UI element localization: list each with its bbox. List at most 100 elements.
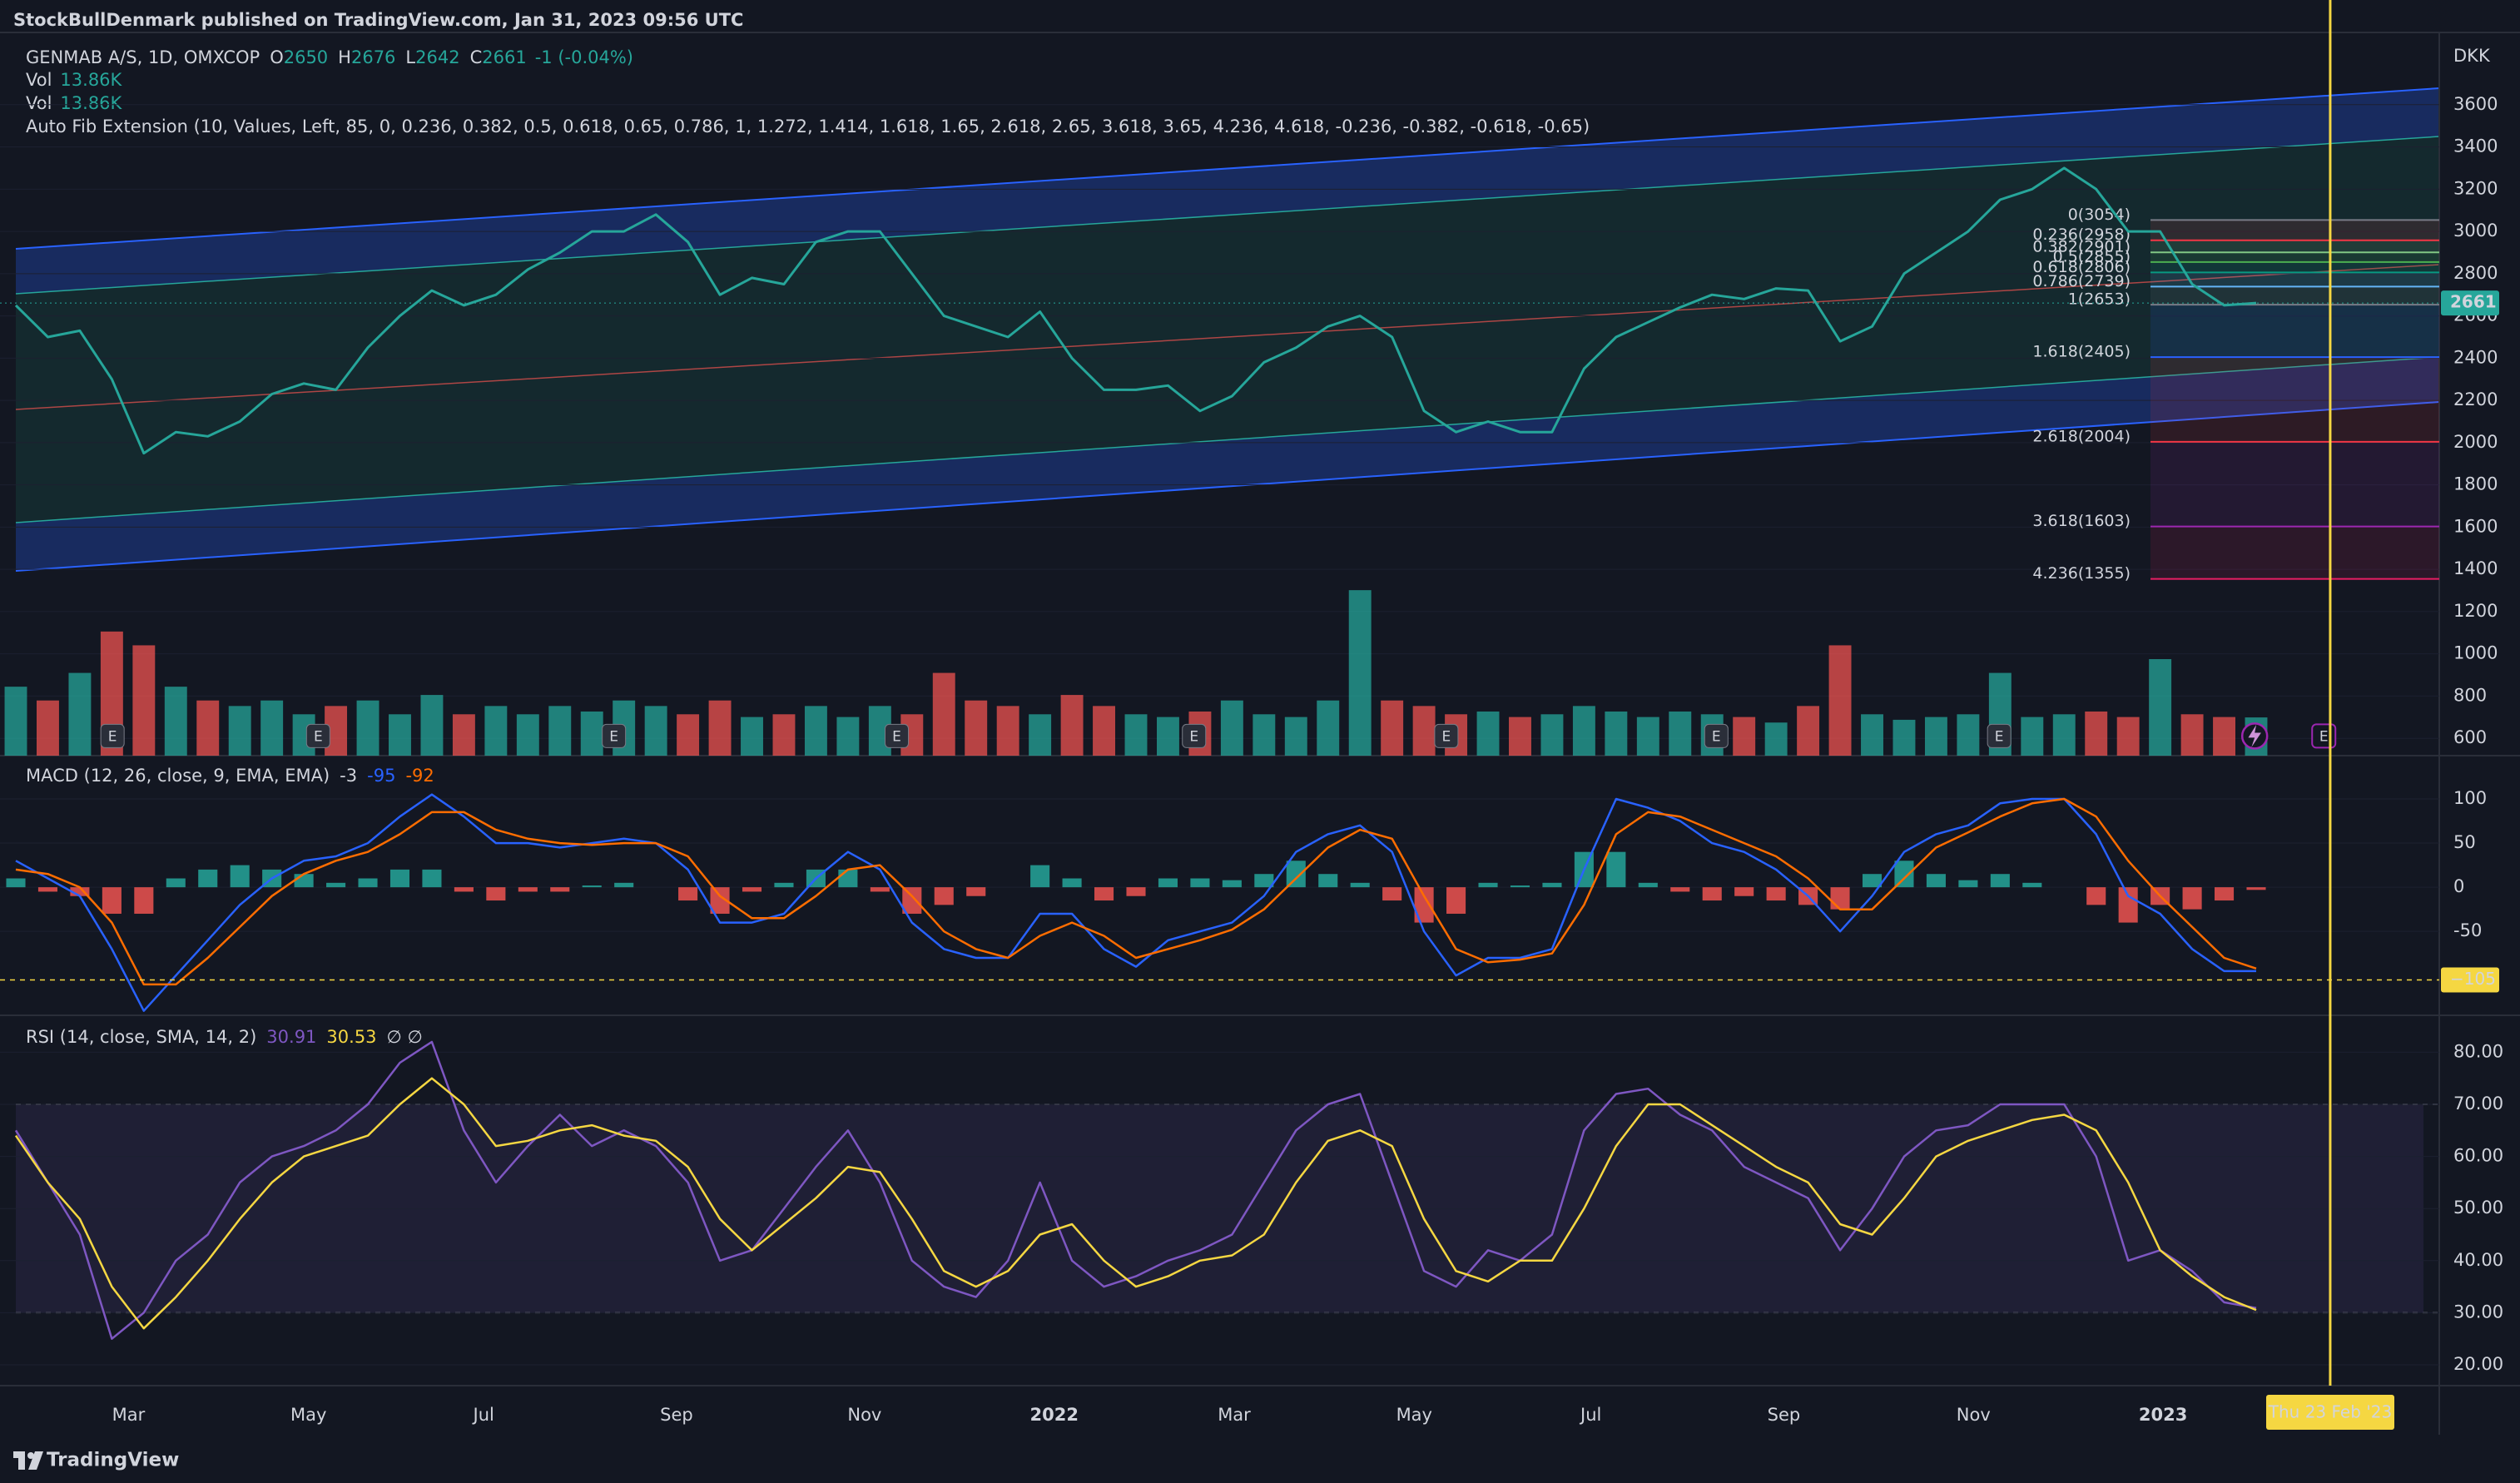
volume-bar [1156,717,1179,756]
macd-histogram-bar [1926,874,1946,888]
volume-bar [1124,714,1148,756]
y-tick-label: 50.00 [2453,1198,2503,1218]
earnings-marker [602,723,627,748]
volume-bar [965,700,988,756]
volume-bar [677,714,700,756]
channel-line [15,401,2440,572]
x-tick-label: May [1396,1405,1432,1425]
macd-histogram-bar [1414,887,1434,923]
macd-histogram-bar [389,869,410,888]
volume-bar [1093,706,1116,756]
macd-histogram-bar [2118,887,2138,923]
rsi-line [14,1077,2257,1330]
macd-line [15,793,2256,1012]
macd-histogram-bar [1862,874,1883,888]
earnings-marker [1434,723,1459,748]
y-tick-label: 800 [2453,685,2487,705]
volume-bar [644,706,667,756]
volume-bar [772,714,796,756]
macd-histogram-bar [1158,878,1178,888]
y-tick-label: 2800 [2453,263,2498,283]
earnings-label: E [1712,728,1721,745]
macd-histogram-bar [902,887,922,914]
volume-bar [68,672,92,756]
fib-label: 0.786(2739) [2032,272,2131,290]
fib-label: 0.5(2855) [2053,247,2131,265]
macd-histogram-bar [454,887,474,892]
x-tick-label: Mar [1218,1405,1251,1425]
macd-histogram-bar [1190,878,1210,888]
macd-histogram-bar [1830,887,1850,910]
fib-zone [2150,357,2439,442]
ohlc-key: C [470,47,483,67]
earnings-label: E [314,728,323,745]
volume-bar [1828,645,1852,756]
fib-label: 2.618(2004) [2032,427,2131,445]
macd-histogram-bar [198,869,218,888]
y-tick-label: 3600 [2453,94,2498,114]
earnings-marker [1704,723,1729,748]
alert-label: −105 [2450,969,2496,989]
rsi-legend: RSI (14, close, SMA, 14, 2) 30.91 30.53 ∅ ∅ [26,1027,423,1047]
x-tick-label: Nov [1957,1405,1991,1425]
ohlc-value: 2661 [482,47,526,67]
dividend-bolt [2248,724,2261,747]
volume-bar [741,717,763,756]
macd-histogram-bar [1766,887,1786,901]
macd-histogram-bar [70,887,90,896]
x-tick-label: Sep [660,1405,693,1425]
macd-histogram-bar [838,869,858,888]
y-tick-label: 1000 [2453,643,2498,663]
volume-bar [2149,659,2172,756]
rsi-title: RSI (14, close, SMA, 14, 2) [26,1027,256,1047]
macd-histogram-bar [550,887,570,892]
macd-histogram-bar [582,885,602,888]
y-tick-label: 1800 [2453,474,2498,494]
macd-histogram-bar [102,887,122,914]
volume-bar [1284,717,1307,756]
y-tick-label: 3400 [2453,136,2498,156]
y-tick-label: 600 [2453,727,2487,747]
volume-bar [356,700,379,756]
currency-label: DKK [2453,46,2491,66]
x-tick-label: 2023 [2139,1405,2187,1425]
volume-value: 13.86K [60,70,122,90]
volume-bar [1733,717,1756,756]
volume-bar [1029,714,1052,756]
y-tick-label: 50 [2453,832,2476,852]
fib-zone [2150,220,2439,241]
symbol: GENMAB A/S, 1D, OMXCOP [26,47,260,67]
volume-bar [1381,700,1404,756]
footer-logo [13,1451,43,1470]
macd-histogram-bar [1478,882,1498,888]
volume-bar [1605,711,1628,756]
volume-bar [196,700,220,756]
macd-histogram-bar [1510,885,1530,888]
macd-histogram-bar [518,887,538,892]
rsi-line [14,1040,2257,1340]
macd-histogram-bar [870,887,890,892]
macd-histogram-bar [1062,878,1082,888]
macd-histogram-bar [2215,887,2235,901]
volume-bar [1348,590,1372,756]
x-tick-label: 2022 [1030,1405,1079,1425]
macd-histogram-bar [614,882,634,888]
macd-histogram-bar [1606,851,1626,888]
regression-channel [15,87,2440,572]
macd-histogram-bar [1990,874,2010,888]
macd-histogram-bar [1030,865,1050,888]
fib-zone [2150,526,2439,579]
volume-bar [2052,714,2076,756]
volume-bar [708,700,732,756]
channel-line [15,264,2440,410]
y-tick-label: 3000 [2453,221,2498,241]
fib-label: 0(3054) [2068,206,2131,224]
macd-histogram-bar [1894,861,1914,888]
macd-histogram-bar [1638,882,1658,888]
cursor-label: Thu 23 Feb '23 [2268,1402,2392,1422]
macd-histogram-bar [1958,880,1978,888]
channel-middle-band [16,136,2439,523]
volume-bar [389,714,411,756]
logo-part [28,1451,43,1470]
macd-line [15,797,2257,986]
